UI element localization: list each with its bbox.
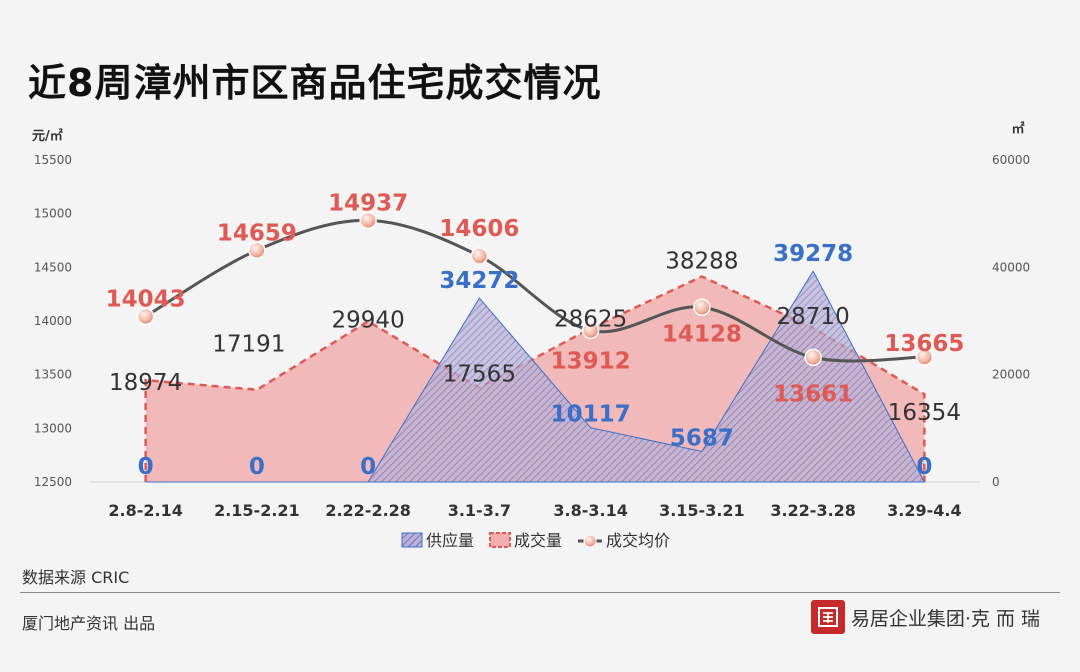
avg-price-label: 14659 <box>217 220 297 246</box>
avg-price-label: 14937 <box>328 190 408 216</box>
left-tick-label: 15000 <box>34 207 72 221</box>
deal-volume-label: 38288 <box>665 249 738 275</box>
left-tick-label: 15500 <box>34 153 72 167</box>
deal-volume-label: 29940 <box>332 307 405 333</box>
right-tick-label: 20000 <box>992 368 1030 382</box>
supply-volume-label: 0 <box>249 454 265 480</box>
legend-deal-label: 成交量 <box>514 531 562 550</box>
page-title: 近8周漳州市区商品住宅成交情况 <box>28 61 602 105</box>
supply-volume-label: 0 <box>360 454 376 480</box>
right-tick-label: 60000 <box>992 153 1030 167</box>
seal-icon <box>810 600 845 634</box>
deal-volume-label: 18974 <box>109 370 182 396</box>
supply-volume-label: 0 <box>916 454 932 480</box>
deal-volume-label: 17565 <box>443 362 516 388</box>
x-category-label: 3.1-3.7 <box>448 501 511 520</box>
avg-price-label: 14128 <box>662 321 742 347</box>
deal-volume-label: 28710 <box>777 304 850 330</box>
left-tick-label: 13000 <box>34 421 72 435</box>
avg-price-marker <box>136 307 155 326</box>
supply-volume-label: 34272 <box>439 268 519 294</box>
right-tick-label: 40000 <box>992 260 1030 274</box>
left-tick-label: 14500 <box>34 260 72 274</box>
avg-price-label: 14606 <box>439 216 519 242</box>
legend-supply-label: 供应量 <box>426 531 474 550</box>
left-tick-label: 12500 <box>34 475 72 489</box>
x-category-label: 3.29-4.4 <box>887 501 961 520</box>
left-axis-unit: 元/㎡ <box>32 128 63 144</box>
deal-volume-label: 28625 <box>554 306 627 332</box>
legend-price-label: 成交均价 <box>606 531 670 550</box>
avg-price-marker <box>581 321 600 340</box>
avg-price-label: 13661 <box>773 381 853 407</box>
left-tick-label: 13500 <box>34 368 72 382</box>
avg-price-label: 13665 <box>884 331 964 357</box>
brand-logo: 易居企业集团·克 而 瑞 <box>810 598 1040 636</box>
avg-price-marker <box>359 211 377 230</box>
avg-price-marker <box>248 241 266 260</box>
avg-price-marker <box>470 247 489 265</box>
publisher-credit: 厦门地产资讯 出品 <box>22 614 156 633</box>
x-category-label: 2.8-2.14 <box>108 501 182 520</box>
x-category-label: 2.15-2.21 <box>214 501 300 520</box>
footer-divider <box>20 592 1060 593</box>
right-axis-unit: ㎡ <box>1011 121 1024 137</box>
supply-volume-area <box>145 270 926 483</box>
combo-chart: 元/㎡ ㎡ 12500 13000 13500 14000 14500 15000 15500 0… <box>32 121 1030 550</box>
avg-price-label: 13912 <box>551 348 631 374</box>
x-category-label: 3.15-3.21 <box>659 501 745 520</box>
data-source: 数据来源 CRIC <box>22 568 130 587</box>
brand-text: 易居企业集团·克 而 瑞 <box>850 607 1040 630</box>
left-tick-label: 14000 <box>34 314 72 328</box>
supply-volume-label: 39278 <box>773 241 853 267</box>
avg-price-line <box>144 218 925 363</box>
supply-volume-label: 0 <box>138 454 154 480</box>
x-category-label: 3.8-3.14 <box>553 501 627 520</box>
legend-price-marker <box>583 534 597 548</box>
legend-supply-swatch <box>401 532 423 548</box>
avg-price-marker <box>693 298 711 317</box>
supply-volume-label: 10117 <box>551 402 631 428</box>
x-category-label: 2.22-2.28 <box>325 501 411 520</box>
deal-volume-label: 17191 <box>212 332 285 358</box>
legend-deal-swatch <box>489 532 511 548</box>
right-tick-label: 0 <box>992 475 1000 489</box>
avg-price-marker <box>804 348 822 367</box>
deal-volume-label: 16354 <box>888 400 961 426</box>
supply-volume-label: 5687 <box>670 425 734 451</box>
x-category-label: 3.22-3.28 <box>770 501 856 520</box>
avg-price-label: 14043 <box>106 286 186 312</box>
deal-volume-line <box>144 275 926 482</box>
avg-price-marker <box>915 348 934 366</box>
